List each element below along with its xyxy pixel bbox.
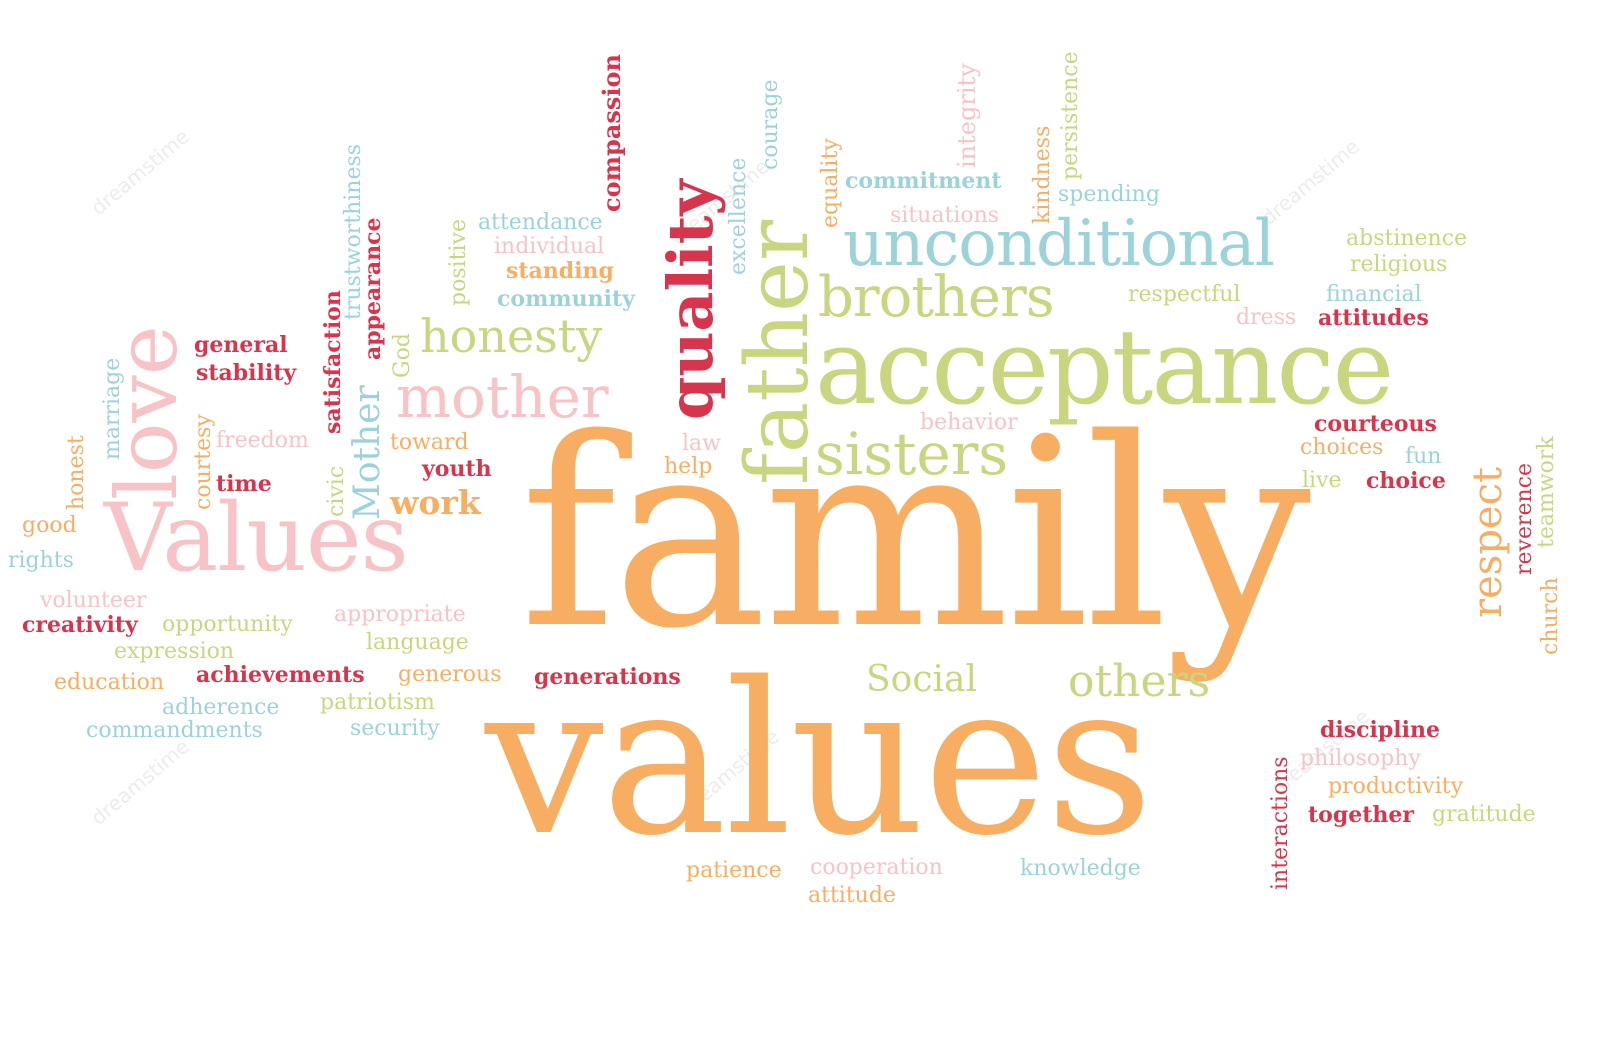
word-situations: situations <box>890 203 1000 228</box>
word-commitment: commitment <box>845 168 1002 194</box>
word-creativity: creativity <box>22 612 138 638</box>
watermark: dreamstime <box>86 124 194 220</box>
word-courtesy: courtesy <box>191 414 216 510</box>
word-security: security <box>350 716 440 741</box>
word-persistence: persistence <box>1058 51 1083 180</box>
word-fun: fun <box>1405 444 1442 469</box>
word-appropriate: appropriate <box>334 602 466 627</box>
word-attitudes: attitudes <box>1318 305 1429 331</box>
word-gratitude: gratitude <box>1432 802 1536 827</box>
word-integrity: integrity <box>953 63 981 168</box>
word-financial: financial <box>1326 282 1422 307</box>
word-marriage: marriage <box>100 357 125 460</box>
word-teamwork: teamwork <box>1534 436 1559 548</box>
word-spending: spending <box>1058 182 1160 207</box>
word-mother-cap: Mother <box>347 385 388 520</box>
word-law: law <box>682 431 721 456</box>
word-values-cap: Values <box>104 484 409 593</box>
word-appearance: appearance <box>360 217 386 360</box>
word-values: values <box>485 637 1153 882</box>
word-choice: choice <box>1366 468 1446 494</box>
word-family: family <box>520 384 1311 686</box>
word-patience: patience <box>686 858 782 883</box>
word-toward: toward <box>390 430 469 455</box>
word-productivity: productivity <box>1328 774 1464 799</box>
word-compassion: compassion <box>597 54 626 212</box>
word-quality: quality <box>654 179 727 420</box>
word-god: God <box>390 333 415 378</box>
word-adherence: adherence <box>162 695 280 720</box>
word-help: help <box>664 454 713 479</box>
word-mother: mother <box>396 363 609 431</box>
word-knowledge: knowledge <box>1020 856 1141 881</box>
word-dress: dress <box>1236 305 1297 330</box>
word-choices: choices <box>1300 435 1384 460</box>
word-church: church <box>1538 577 1563 655</box>
word-expression: expression <box>114 639 235 664</box>
word-rights: rights <box>8 548 74 573</box>
word-courteous: courteous <box>1314 411 1437 437</box>
word-respect: respect <box>1465 466 1511 618</box>
word-together: together <box>1308 802 1414 828</box>
word-freedom: freedom <box>216 428 309 453</box>
word-opportunity: opportunity <box>162 612 293 637</box>
word-civic: civic <box>324 465 349 517</box>
word-unconditional: unconditional <box>843 207 1275 281</box>
word-social: Social <box>866 659 977 700</box>
word-achievements: achievements <box>196 662 365 688</box>
word-generations: generations <box>534 664 681 690</box>
word-commandments: commandments <box>86 718 263 743</box>
word-kindness: kindness <box>1030 125 1055 224</box>
word-reverence: reverence <box>1512 462 1537 575</box>
word-language: language <box>366 630 469 655</box>
watermark: dreamstime <box>86 734 194 830</box>
word-sisters: sisters <box>815 420 1009 488</box>
word-individual: individual <box>494 234 605 259</box>
word-discipline: discipline <box>1320 717 1440 743</box>
word-equality: equality <box>818 138 843 228</box>
word-volunteer: volunteer <box>40 588 147 613</box>
word-positive: positive <box>446 219 471 306</box>
word-generous: generous <box>398 662 502 687</box>
word-brothers: brothers <box>818 265 1055 330</box>
word-satisfaction: satisfaction <box>320 290 346 434</box>
word-work: work <box>390 483 481 522</box>
word-standing: standing <box>506 258 614 284</box>
word-religious: religious <box>1350 252 1448 277</box>
word-attendance: attendance <box>478 210 603 235</box>
word-behavior: behavior <box>920 410 1018 435</box>
word-excellence: excellence <box>726 157 751 275</box>
word-stability: stability <box>196 360 297 386</box>
word-patriotism: patriotism <box>320 690 435 715</box>
word-honest: honest <box>64 435 89 510</box>
word-youth: youth <box>422 456 492 482</box>
word-community: community <box>497 286 635 312</box>
word-time: time <box>216 471 272 497</box>
word-education: education <box>54 670 164 695</box>
word-interactions: interactions <box>1268 756 1293 890</box>
word-acceptance: acceptance <box>815 306 1394 428</box>
word-attitude: attitude <box>808 883 896 908</box>
word-courage: courage <box>758 79 783 170</box>
word-good: good <box>22 513 77 538</box>
word-cooperation: cooperation <box>810 855 943 880</box>
word-abstinence: abstinence <box>1346 226 1468 251</box>
word-general: general <box>194 332 288 358</box>
word-live: live <box>1302 468 1342 493</box>
word-respectful: respectful <box>1128 282 1241 307</box>
word-others: others <box>1068 656 1211 707</box>
word-honesty: honesty <box>420 309 603 363</box>
word-philosophy: philosophy <box>1300 746 1421 771</box>
